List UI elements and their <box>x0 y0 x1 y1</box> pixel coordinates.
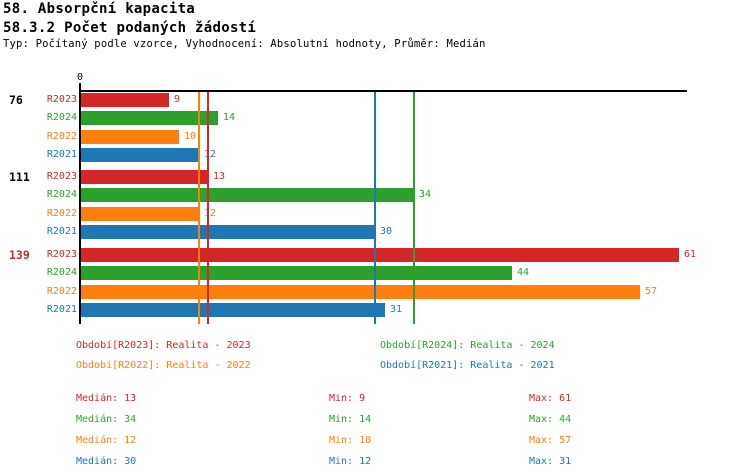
bar-row-label-R2023: R2023 <box>46 249 77 260</box>
bar-row-label-R2023: R2023 <box>46 171 77 182</box>
legend-item-R2022: Období[R2022]: Realita - 2022 <box>76 360 251 371</box>
bar-value-label: 61 <box>684 249 697 260</box>
stat-max-R2023: Max: 61 <box>529 393 572 404</box>
bar-row-label-R2022: R2022 <box>46 208 77 219</box>
group-total-label: 139 <box>9 248 30 262</box>
stat-max-R2024: Max: 44 <box>529 414 572 425</box>
bar-R2022-group0 <box>81 130 179 144</box>
bar-row-label-R2024: R2024 <box>46 112 77 123</box>
bar-row-label-R2024: R2024 <box>46 267 77 278</box>
bar-R2023-group0 <box>81 93 169 107</box>
stat-max-R2021: Max: 31 <box>529 456 572 467</box>
bar-value-label: 14 <box>223 112 236 123</box>
report-title-line1: 58. Absorpční kapacita <box>3 1 196 17</box>
group-total-label: 76 <box>9 93 23 107</box>
bar-row-label-R2024: R2024 <box>46 189 77 200</box>
bar-R2024-group1 <box>81 188 414 202</box>
stat-median-R2022: Medián: 12 <box>76 435 137 446</box>
bar-row-label-R2021: R2021 <box>46 226 77 237</box>
stat-min-R2023: Min: 9 <box>329 393 366 404</box>
bar-row-label-R2022: R2022 <box>46 131 77 142</box>
bar-value-label: 12 <box>204 149 217 160</box>
stat-min-R2024: Min: 14 <box>329 414 372 425</box>
bar-row-label-R2021: R2021 <box>46 149 77 160</box>
bar-value-label: 10 <box>184 131 197 142</box>
bar-R2024-group2 <box>81 266 512 280</box>
bar-value-label: 34 <box>419 189 432 200</box>
legend-item-R2023: Období[R2023]: Realita - 2023 <box>76 340 251 351</box>
stat-median-R2024: Medián: 34 <box>76 414 137 425</box>
bar-R2021-group0 <box>81 148 199 162</box>
bar-value-label: 9 <box>174 94 181 105</box>
median-line-R2022 <box>198 92 200 324</box>
bar-value-label: 44 <box>517 267 530 278</box>
median-line-R2024 <box>413 92 415 324</box>
bar-R2021-group1 <box>81 225 375 239</box>
group-total-label: 111 <box>9 170 30 184</box>
stat-min-R2021: Min: 12 <box>329 456 372 467</box>
bar-R2021-group2 <box>81 303 385 317</box>
bar-row-label-R2022: R2022 <box>46 286 77 297</box>
x-axis-line <box>80 90 687 92</box>
stat-max-R2022: Max: 57 <box>529 435 572 446</box>
bar-value-label: 57 <box>645 286 658 297</box>
bar-R2024-group0 <box>81 111 218 125</box>
bar-row-label-R2021: R2021 <box>46 304 77 315</box>
bar-value-label: 31 <box>390 304 403 315</box>
y-axis-line <box>79 83 81 324</box>
bar-R2023-group1 <box>81 170 208 184</box>
bar-value-label: 13 <box>213 171 226 182</box>
bar-R2022-group1 <box>81 207 199 221</box>
axis-origin-label: 0 <box>76 72 84 83</box>
bar-row-label-R2023: R2023 <box>46 94 77 105</box>
bar-R2022-group2 <box>81 285 640 299</box>
report-subtitle: Typ: Počítaný podle vzorce, Vyhodnocení:… <box>3 38 486 50</box>
stat-median-R2021: Medián: 30 <box>76 456 137 467</box>
bar-R2023-group2 <box>81 248 679 262</box>
stat-min-R2022: Min: 10 <box>329 435 372 446</box>
bar-value-label: 12 <box>204 208 217 219</box>
bar-value-label: 30 <box>380 226 393 237</box>
median-line-R2021 <box>374 92 376 324</box>
report-title-line2: 58.3.2 Počet podaných žádostí <box>3 20 257 36</box>
median-line-R2023 <box>207 92 209 324</box>
legend-item-R2021: Období[R2021]: Realita - 2021 <box>380 360 555 371</box>
stat-median-R2023: Medián: 13 <box>76 393 137 404</box>
legend-item-R2024: Období[R2024]: Realita - 2024 <box>380 340 555 351</box>
